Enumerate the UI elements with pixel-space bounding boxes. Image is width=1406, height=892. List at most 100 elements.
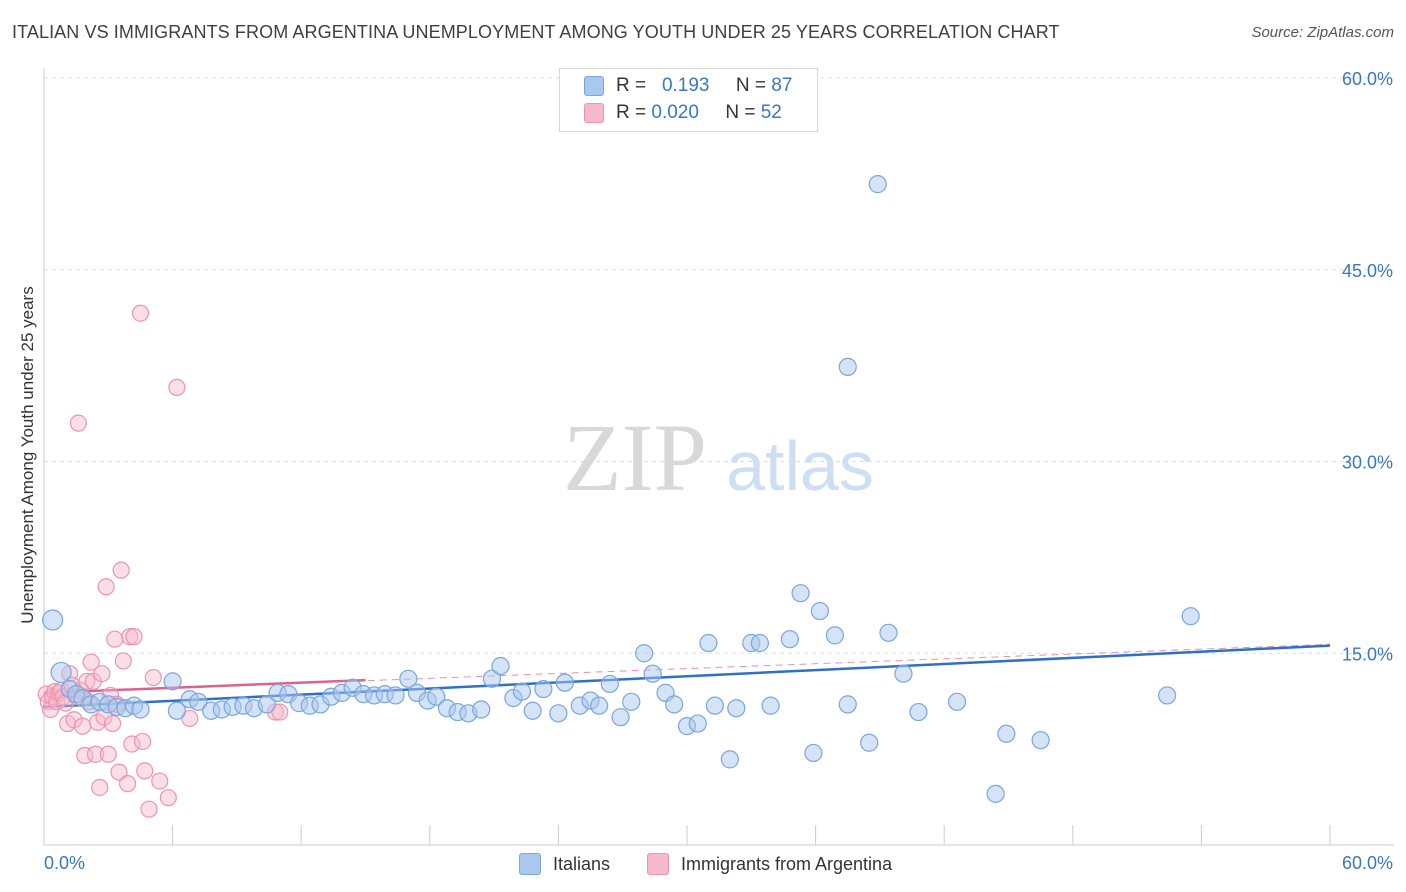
italians-point [50,661,72,684]
argentina-point [91,778,109,797]
argentina-point [82,653,100,671]
italians-point [791,584,810,603]
italians-point [491,656,510,676]
italians-swatch [584,76,604,96]
argentina-point [97,578,115,596]
italians-point [810,601,829,621]
italians-point [549,704,568,723]
italians-point [399,669,418,688]
italians-point [555,673,574,692]
italians-point [167,701,186,720]
italians-point [1181,607,1200,626]
argentina-point [125,628,143,646]
italians-point [472,700,491,719]
legend-row-argentina: R = 0.020 N = 52 [584,101,782,125]
argentina-point [99,745,117,763]
argentina-point [121,628,139,646]
legend-n-value: 52 [760,102,782,123]
italians-point [997,724,1016,743]
italians-point [894,664,913,683]
italians-point [838,695,857,714]
watermark-atlas: atlas [726,427,874,505]
argentina-point [69,414,87,432]
italians-point [825,626,844,645]
argentina-swatch [584,103,604,123]
italians-point [643,664,662,683]
italians-point [635,644,654,663]
legend-r-label: R = [616,102,647,123]
italians-point [622,692,641,711]
bottom-legend-italians: Italians [519,851,610,877]
italians-point [482,669,502,688]
argentina-legend-label: Immigrants from Argentina [681,853,893,874]
chart-title: ITALIAN VS IMMIGRANTS FROM ARGENTINA UNE… [12,22,1060,42]
argentina-trend-extension [43,643,1331,694]
argentina-point [78,672,96,690]
legend-n-label: N = [725,102,756,123]
argentina-point [114,652,132,670]
argentina-point [73,717,92,735]
argentina-point [103,714,122,733]
italians-legend-label: Italians [553,853,611,874]
bottom-legend-argentina: Immigrants from Argentina [647,851,892,877]
argentina-point [106,630,124,648]
y-tick-label: 30.0% [1342,453,1393,473]
italians-point [909,702,928,722]
argentina-point [144,668,162,687]
italians-legend-swatch [519,853,541,875]
italians-point [257,695,277,714]
y-tick-label: 60.0% [1342,69,1393,89]
trend-lines [43,643,1331,709]
italians-point [688,714,707,733]
italians-point [1158,686,1177,705]
argentina-point [133,732,152,751]
italians-point [427,687,446,706]
argentina-point [118,775,137,793]
legend-r-label: R = [616,75,647,96]
watermark: ZIP atlas [563,404,874,511]
argentina-point [168,378,186,396]
italians-point [665,695,684,714]
argentina-point [151,772,169,790]
legend-row-italians: R = 0.193 N = 87 [584,74,792,98]
legend-r-value: 0.193 [661,75,710,96]
italians-point [705,696,724,715]
watermark-zip: ZIP [563,404,707,511]
grid-lines [44,77,1394,654]
argentina-point [86,745,105,763]
italians-trend-line [43,644,1331,709]
axes [43,68,1394,846]
italians-point [838,357,857,377]
italians-point [41,609,64,631]
italians-point [131,700,150,719]
italians-point [780,630,799,649]
italians-point [534,679,553,699]
argentina-trend-line [43,678,366,695]
italians-point [761,696,780,715]
italians-point [512,682,532,701]
argentina-point [93,665,111,683]
italians-point [699,633,718,653]
argentina-point [140,800,158,818]
argentina-points [37,304,289,818]
argentina-point [159,789,177,807]
legend-r-value: 0.020 [651,102,699,123]
italians-point [947,692,967,711]
argentina-legend-swatch [647,853,669,875]
italians-point [879,623,898,642]
italians-point [611,708,630,727]
italians-point [523,701,542,720]
italians-point [860,733,879,752]
italians-point [804,743,823,763]
argentina-point [112,561,130,579]
italians-point [590,696,609,715]
italians-point [1031,731,1050,750]
tick-labels: 15.0% 30.0% 45.0% 60.0% 0.0% 60.0% [44,69,1393,873]
italians-point [868,175,887,194]
italians-point [986,784,1005,803]
y-axis-label: Unemployment Among Youth under 25 years [18,286,37,624]
italians-point [600,674,619,694]
italians-point [727,699,746,718]
legend-n-label: N = [735,75,767,96]
